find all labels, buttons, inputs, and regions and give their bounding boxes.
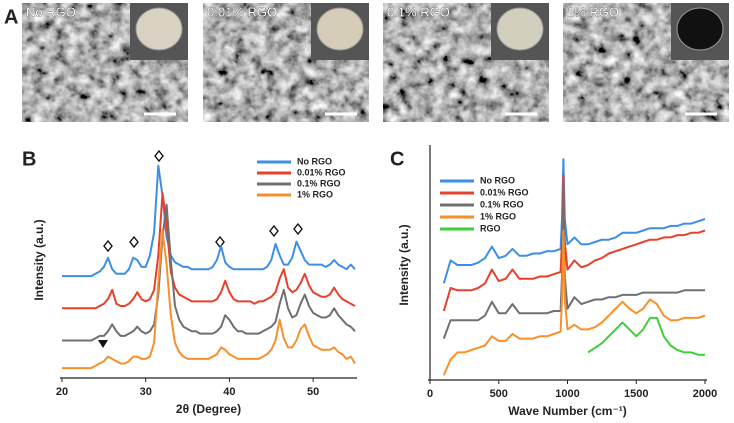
x-axis-label: Wave Number (cm⁻¹) bbox=[508, 404, 627, 418]
peak-marker-triangle bbox=[98, 340, 108, 348]
x-tick-label: 500 bbox=[490, 388, 508, 400]
data-line bbox=[62, 192, 356, 310]
panel-label: B bbox=[22, 148, 36, 170]
pellet-photo bbox=[316, 7, 364, 51]
x-axis-label: 2θ (Degree) bbox=[176, 402, 241, 416]
x-tick-label: 30 bbox=[140, 386, 152, 398]
data-line bbox=[442, 158, 706, 284]
pellet-photo bbox=[135, 7, 183, 51]
legend-label: RGO bbox=[480, 223, 501, 233]
x-tick-label: 2000 bbox=[693, 388, 717, 400]
image-label: 0.01% RGO bbox=[207, 4, 277, 19]
x-tick-label: 50 bbox=[307, 386, 319, 398]
x-tick-label: 1500 bbox=[624, 388, 648, 400]
data-line bbox=[62, 164, 356, 278]
x-tick-label: 20 bbox=[56, 386, 68, 398]
sem-images: No RGO 0.01% RGO 0.1% RGO 1% RGO bbox=[22, 3, 729, 122]
x-tick-label: 1000 bbox=[555, 388, 579, 400]
image-label: 1% RGO bbox=[567, 4, 619, 19]
x-tick-label: 0 bbox=[427, 388, 433, 400]
panel-label: A bbox=[4, 6, 18, 28]
peak-markers bbox=[103, 149, 303, 253]
data-line bbox=[442, 174, 706, 312]
pellet-photo bbox=[676, 7, 724, 51]
data-line bbox=[62, 229, 356, 370]
legend-label: 0.01% RGO bbox=[480, 187, 529, 197]
data-line bbox=[62, 203, 356, 342]
image-label: 0.1% RGO bbox=[387, 4, 450, 19]
panel-label: C bbox=[390, 148, 404, 170]
legend-label: 0.1% RGO bbox=[480, 199, 524, 209]
data-line bbox=[442, 183, 705, 339]
y-axis-label: Intensity (a.u.) bbox=[32, 219, 46, 300]
pellet-photo bbox=[496, 7, 544, 51]
legend-label: 0.1% RGO bbox=[297, 178, 341, 188]
legend-label: 1% RGO bbox=[480, 211, 516, 221]
image-label: No RGO bbox=[26, 4, 76, 19]
x-tick-label: 40 bbox=[223, 386, 235, 398]
legend-label: No RGO bbox=[480, 175, 515, 185]
legend-label: 0.01% RGO bbox=[297, 167, 346, 177]
legend-label: No RGO bbox=[297, 156, 332, 166]
data-line bbox=[442, 229, 706, 376]
data-line bbox=[587, 316, 705, 356]
legend-label: 1% RGO bbox=[297, 189, 333, 199]
y-axis-label: Intensity (a.u.) bbox=[397, 224, 411, 305]
